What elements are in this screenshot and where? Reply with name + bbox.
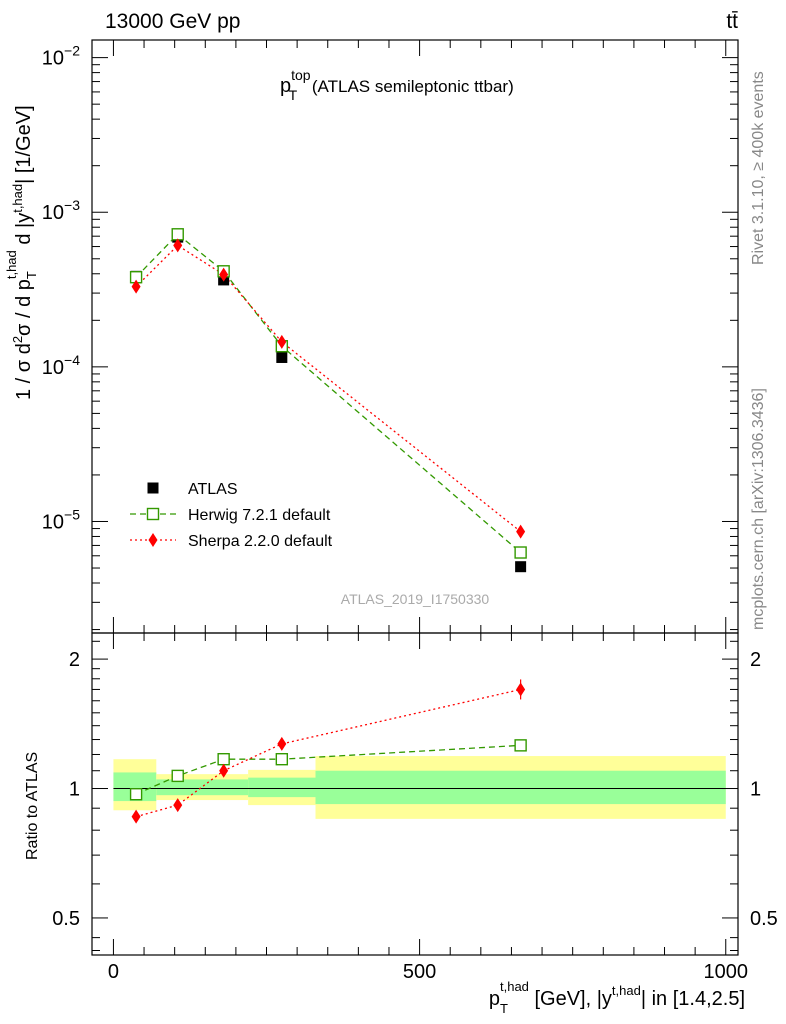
legend-marker [146,507,160,521]
herwig-point [514,546,527,559]
sherpa-point [219,267,229,282]
ratio-ytick-label: 0.5 [52,908,80,930]
legend-label: Sherpa 2.2.0 default [188,533,333,550]
sherpa-point [277,334,287,349]
main-ytick-label: 10−2 [42,43,80,70]
xtick-label: 500 [403,961,436,983]
ratio-herwig-point [129,788,143,801]
ratio-herwig-point [514,739,527,752]
ratio-ytick-label-right: 1 [750,779,761,801]
legend: ATLAS Herwig 7.2.1 default Sherpa 2.2.0 de… [130,481,333,550]
ytick-base: 10 [42,357,64,379]
main-title: ptop T (ATLAS semileptonic ttbar) [280,67,514,103]
ratio-ytick-label: 1 [69,779,80,801]
ytick-exp: −3 [64,197,80,213]
ratio-band-inner [315,770,726,805]
ratio-sherpa-point [277,736,287,751]
title-rest: (ATLAS semileptonic ttbar) [307,77,514,96]
ratio-sherpa-point [219,763,229,778]
sherpa-point [131,279,141,294]
ratio-band-inner [248,777,316,798]
title-main: p [280,75,291,97]
main-ylabel: 1 / σ d2σ / d pTt,had d |yt,had| [1/GeV] [4,105,39,400]
ratio-herwig-point [217,753,230,766]
ytick-base: 10 [42,511,64,533]
ytick-base: 10 [42,202,64,224]
analysis-watermark: ATLAS_2019_I1750330 [341,591,490,607]
herwig-point [171,228,184,241]
energy-label: 13000 GeV pp [105,10,240,33]
title-sub: T [289,87,298,103]
ytick-base: 10 [42,48,64,70]
xtick-label: 1000 [704,961,749,983]
xtick-label: 0 [108,961,119,983]
ratio-herwig-point [171,769,184,783]
ratio-ytick-label-right: 0.5 [750,908,778,930]
ratio-herwig-point [275,753,289,766]
ratio-ytick-label: 2 [69,649,80,671]
legend-marker [148,533,158,547]
site-label: mcplots.cern.ch [arXiv:1306.3436] [750,388,767,630]
legend-label: ATLAS [188,481,238,498]
rivet-label: Rivet 3.1.10, ≥ 400k events [750,71,767,265]
main-ytick-label: 10−3 [42,197,80,224]
title-sup: top [291,67,311,83]
herwig-line [135,233,522,553]
ytick-exp: −5 [64,506,80,522]
process-label: tt̄ [726,10,738,33]
ratio-frame [91,632,739,956]
sherpa-point [516,524,526,539]
atlas-point [276,351,288,363]
ratio-sherpa-point [173,798,183,813]
legend-marker [147,482,159,494]
ratio-sherpa-point [131,809,141,824]
main-ytick-label: 10−5 [42,506,80,533]
ytick-exp: −4 [64,352,80,368]
atlas-point [515,561,527,573]
xlabel: pTt,had [GeV], |yt,had| in [1.4,2.5] [489,979,745,1016]
ratio-ytick-label-right: 2 [750,649,761,671]
legend-label: Herwig 7.2.1 default [188,507,331,524]
ratio-ylabel: Ratio to ATLAS [24,752,41,860]
main-ytick-label: 10−4 [42,352,80,379]
ytick-exp: −2 [64,43,80,59]
ratio-band-inner [156,779,249,796]
sherpa-point [173,238,183,253]
